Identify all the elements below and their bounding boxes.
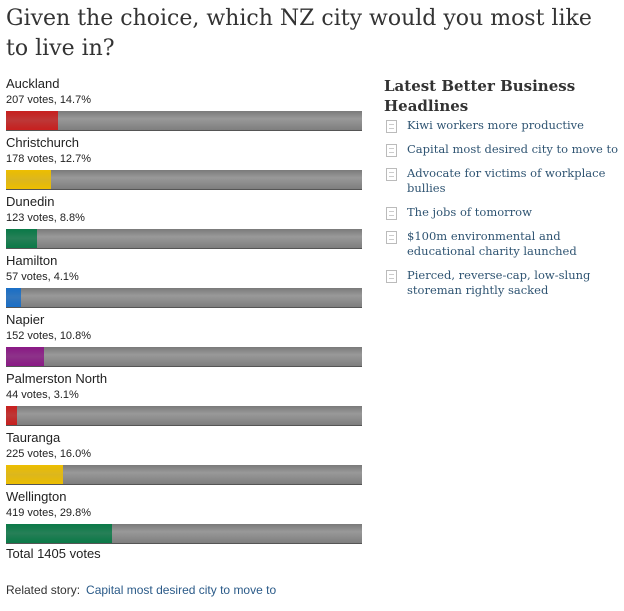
headline-link[interactable]: Advocate for victims of workplace bullie… — [407, 166, 606, 195]
headlines-list: Kiwi workers more productive Capital most… — [384, 118, 620, 298]
option-name: Palmerston North — [6, 371, 108, 386]
headline-link[interactable]: The jobs of tomorrow — [407, 205, 532, 219]
option-name: Christchurch — [6, 135, 79, 150]
poll-question: Given the choice, which NZ city would yo… — [6, 6, 592, 61]
option-name: Hamilton — [6, 253, 58, 268]
result-bar — [6, 170, 362, 190]
result-bar-fill — [6, 524, 113, 543]
poll-option: Christchurch 178 votes, 12.7% — [6, 135, 362, 194]
poll-option: Napier 152 votes, 10.8% — [6, 312, 362, 371]
poll-results: Auckland 207 votes, 14.7% Christchurch 1… — [6, 76, 362, 548]
poll-option: Hamilton 57 votes, 4.1% — [6, 253, 362, 312]
result-bar — [6, 406, 362, 426]
document-icon — [386, 207, 397, 220]
headline-link[interactable]: Kiwi workers more productive — [407, 118, 584, 132]
option-votes: 152 votes, 10.8% — [6, 330, 92, 342]
result-bar — [6, 229, 362, 249]
headline-link[interactable]: Capital most desired city to move to — [407, 142, 619, 156]
result-bar-fill — [6, 229, 38, 248]
option-votes: 57 votes, 4.1% — [6, 271, 79, 283]
poll-option: Tauranga 225 votes, 16.0% — [6, 430, 362, 489]
option-name: Dunedin — [6, 194, 55, 209]
option-votes: 419 votes, 29.8% — [6, 507, 92, 519]
headline-link[interactable]: $100m environmental and educational char… — [407, 229, 577, 258]
option-votes: 44 votes, 3.1% — [6, 389, 79, 401]
headline-item: Advocate for victims of workplace bullie… — [384, 166, 620, 196]
document-icon — [386, 168, 397, 181]
result-bar — [6, 465, 362, 485]
headlines-panel: Latest Better Business Headlines Kiwi wo… — [384, 76, 620, 307]
option-votes: 178 votes, 12.7% — [6, 153, 92, 165]
result-bar-fill — [6, 406, 18, 425]
result-bar — [6, 288, 362, 308]
result-bar-fill — [6, 111, 59, 130]
option-votes: 207 votes, 14.7% — [6, 94, 92, 106]
headlines-title: Latest Better Business Headlines — [384, 77, 576, 115]
result-bar — [6, 347, 362, 367]
related-label: Related story: — [6, 583, 81, 597]
option-name: Napier — [6, 312, 45, 327]
option-name: Auckland — [6, 76, 60, 91]
related-story: Related story: Capital most desired city … — [6, 583, 276, 597]
option-votes: 225 votes, 16.0% — [6, 448, 92, 460]
result-bar-fill — [6, 288, 21, 307]
total-votes: Total 1405 votes — [6, 546, 101, 561]
option-name: Tauranga — [6, 430, 61, 445]
headline-item: Pierced, reverse-cap, low-slung storeman… — [384, 268, 620, 298]
headline-link[interactable]: Pierced, reverse-cap, low-slung storeman… — [407, 268, 591, 297]
option-votes: 123 votes, 8.8% — [6, 212, 85, 224]
poll-option: Palmerston North 44 votes, 3.1% — [6, 371, 362, 430]
document-icon — [386, 270, 397, 283]
result-bar — [6, 524, 362, 544]
result-bar — [6, 111, 362, 131]
poll-option: Wellington 419 votes, 29.8% — [6, 489, 362, 548]
headline-item: The jobs of tomorrow — [384, 205, 620, 220]
related-story-link[interactable]: Capital most desired city to move to — [86, 583, 277, 597]
option-name: Wellington — [6, 489, 67, 504]
document-icon — [386, 144, 397, 157]
result-bar-fill — [6, 465, 63, 484]
poll-option: Dunedin 123 votes, 8.8% — [6, 194, 362, 253]
result-bar-fill — [6, 347, 45, 366]
headline-item: Kiwi workers more productive — [384, 118, 620, 133]
headline-item: $100m environmental and educational char… — [384, 229, 620, 259]
document-icon — [386, 231, 397, 244]
headline-item: Capital most desired city to move to — [384, 142, 620, 157]
poll-option: Auckland 207 votes, 14.7% — [6, 76, 362, 135]
document-icon — [386, 120, 397, 133]
result-bar-fill — [6, 170, 52, 189]
